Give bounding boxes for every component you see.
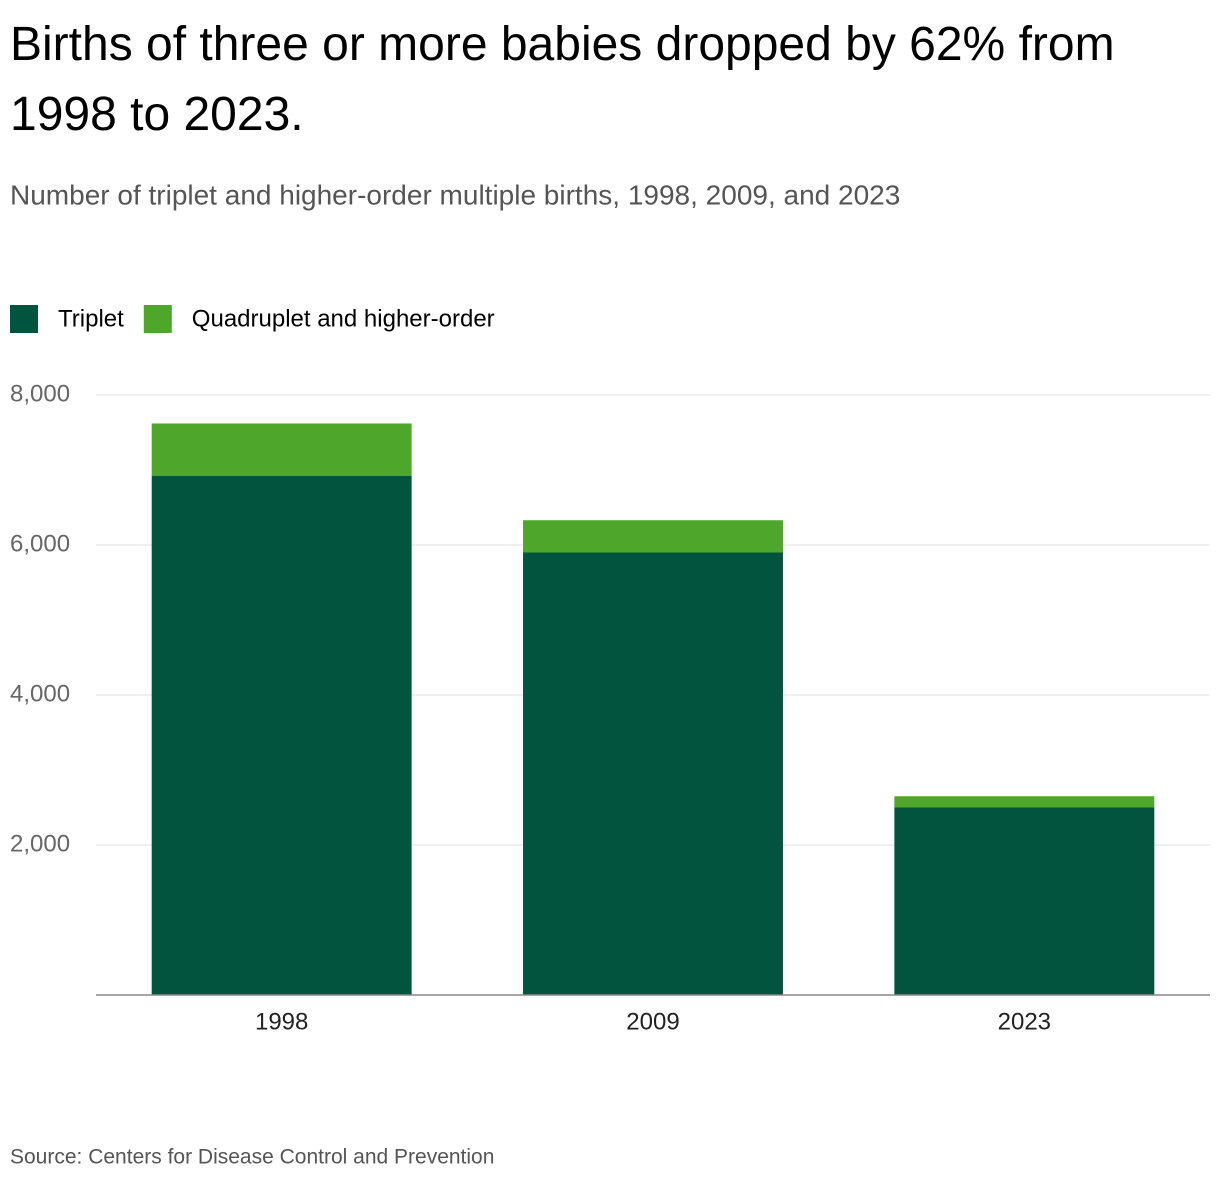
x-tick-label: 1998: [255, 1008, 308, 1035]
legend-swatch: [10, 305, 38, 333]
x-tick-label: 2009: [626, 1008, 679, 1035]
bar-segment: [523, 520, 783, 553]
bar-segment: [523, 552, 783, 995]
bar-segment: [151, 423, 412, 476]
bar-segment: [894, 807, 1155, 995]
legend-label: Quadruplet and higher-order: [192, 305, 495, 332]
y-tick-label: 6,000: [10, 530, 70, 557]
y-tick-label: 2,000: [10, 830, 70, 857]
bar-segment: [151, 476, 412, 995]
y-tick-label: 4,000: [10, 680, 70, 707]
legend-label: Triplet: [58, 305, 124, 332]
y-tick-label: 8,000: [10, 380, 70, 407]
bar-segment: [894, 796, 1155, 808]
chart-subtitle: Number of triplet and higher-order multi…: [10, 179, 900, 210]
chart-title: Births of three or more babies dropped b…: [10, 18, 1115, 141]
legend-swatch: [143, 305, 172, 333]
x-tick-label: 2023: [998, 1008, 1051, 1035]
source: Source: Centers for Disease Control and …: [10, 1146, 494, 1169]
